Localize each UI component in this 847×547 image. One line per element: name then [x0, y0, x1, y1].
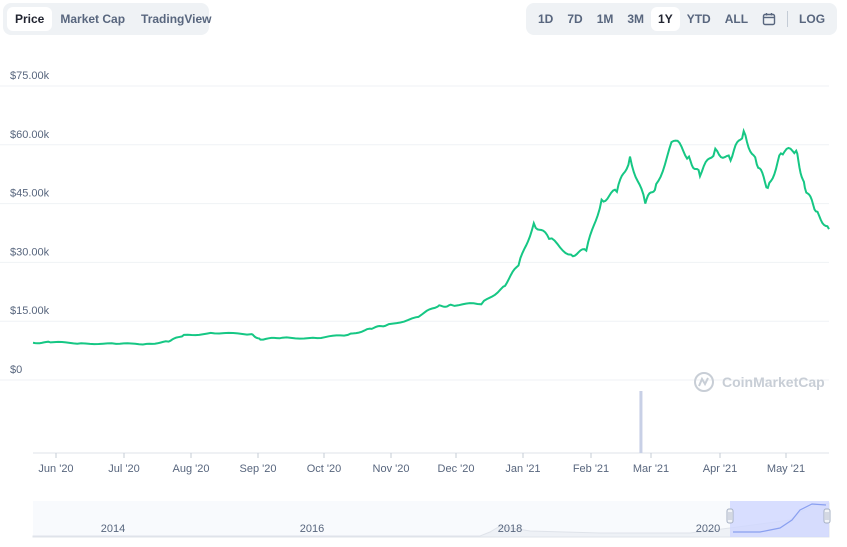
navigator-track — [33, 501, 829, 537]
y-tick-label: $15.00k — [10, 305, 50, 317]
navigator-selection[interactable] — [730, 501, 829, 537]
x-tick-label: Sep '20 — [240, 463, 277, 475]
navigator-year-label: 2016 — [300, 523, 324, 535]
tab-1y[interactable]: 1Y — [651, 7, 680, 31]
navigator-selection-line — [733, 503, 827, 533]
watermark-text: CoinMarketCap — [722, 374, 825, 390]
chart-type-tabs: Price Market Cap TradingView — [3, 3, 212, 35]
x-tick-label: Jan '21 — [505, 463, 540, 475]
y-tick-label: $60.00k — [10, 129, 50, 141]
tab-separator — [787, 11, 789, 27]
tab-ytd[interactable]: YTD — [686, 12, 711, 26]
navigator-year-label: 2014 — [101, 523, 125, 535]
x-tick-label: Oct '20 — [307, 463, 342, 475]
y-tick-label: $30.00k — [10, 246, 50, 258]
volume-spike-bar — [639, 391, 643, 453]
x-tick-label: Feb '21 — [573, 463, 609, 475]
x-tick-label: May '21 — [767, 463, 805, 475]
x-tick-label: Jun '20 — [38, 463, 73, 475]
y-tick-label: $45.00k — [10, 188, 50, 200]
price-line — [32, 127, 830, 346]
x-tick-label: Aug '20 — [173, 463, 210, 475]
range-tabs: 1D 7D 1M 3M 1Y YTD ALL LOG — [526, 3, 837, 35]
x-tick-label: Apr '21 — [703, 463, 738, 475]
tab-tradingview[interactable]: TradingView — [141, 12, 212, 26]
x-axis: Jun '20 Jul '20 Aug '20 Sep '20 Oct '20 Nov '… — [38, 453, 805, 475]
y-tick-label: $0 — [10, 364, 22, 376]
x-tick-label: Dec '20 — [438, 463, 475, 475]
y-tick-label: $75.00k — [10, 70, 50, 82]
x-tick-label: Nov '20 — [373, 463, 410, 475]
grid — [0, 85, 829, 381]
tab-1d[interactable]: 1D — [538, 12, 554, 26]
y-axis: $75.00k $60.00k $45.00k $30.00k $15.00k $0 — [10, 70, 50, 376]
tab-3m[interactable]: 3M — [627, 12, 645, 26]
range-navigator[interactable]: 2014 2016 2018 2020 — [32, 501, 831, 538]
calendar-icon[interactable] — [755, 7, 783, 31]
x-tick-label: Mar '21 — [633, 463, 669, 475]
tab-1m[interactable]: 1M — [596, 12, 614, 26]
tab-all[interactable]: ALL — [724, 12, 749, 26]
x-tick-label: Jul '20 — [108, 463, 139, 475]
tab-price[interactable]: Price — [7, 7, 53, 31]
navigator-year-label: 2018 — [498, 523, 522, 535]
navigator-year-label: 2020 — [696, 523, 720, 535]
navigator-handle-icon[interactable] — [823, 508, 831, 524]
volume-bars — [33, 391, 829, 454]
tab-7d[interactable]: 7D — [567, 12, 583, 26]
coinmarketcap-logo-icon — [694, 372, 714, 392]
navigator-handle-icon[interactable] — [726, 508, 734, 524]
tab-market-cap[interactable]: Market Cap — [60, 12, 126, 26]
log-scale-toggle[interactable]: LOG — [799, 12, 826, 26]
